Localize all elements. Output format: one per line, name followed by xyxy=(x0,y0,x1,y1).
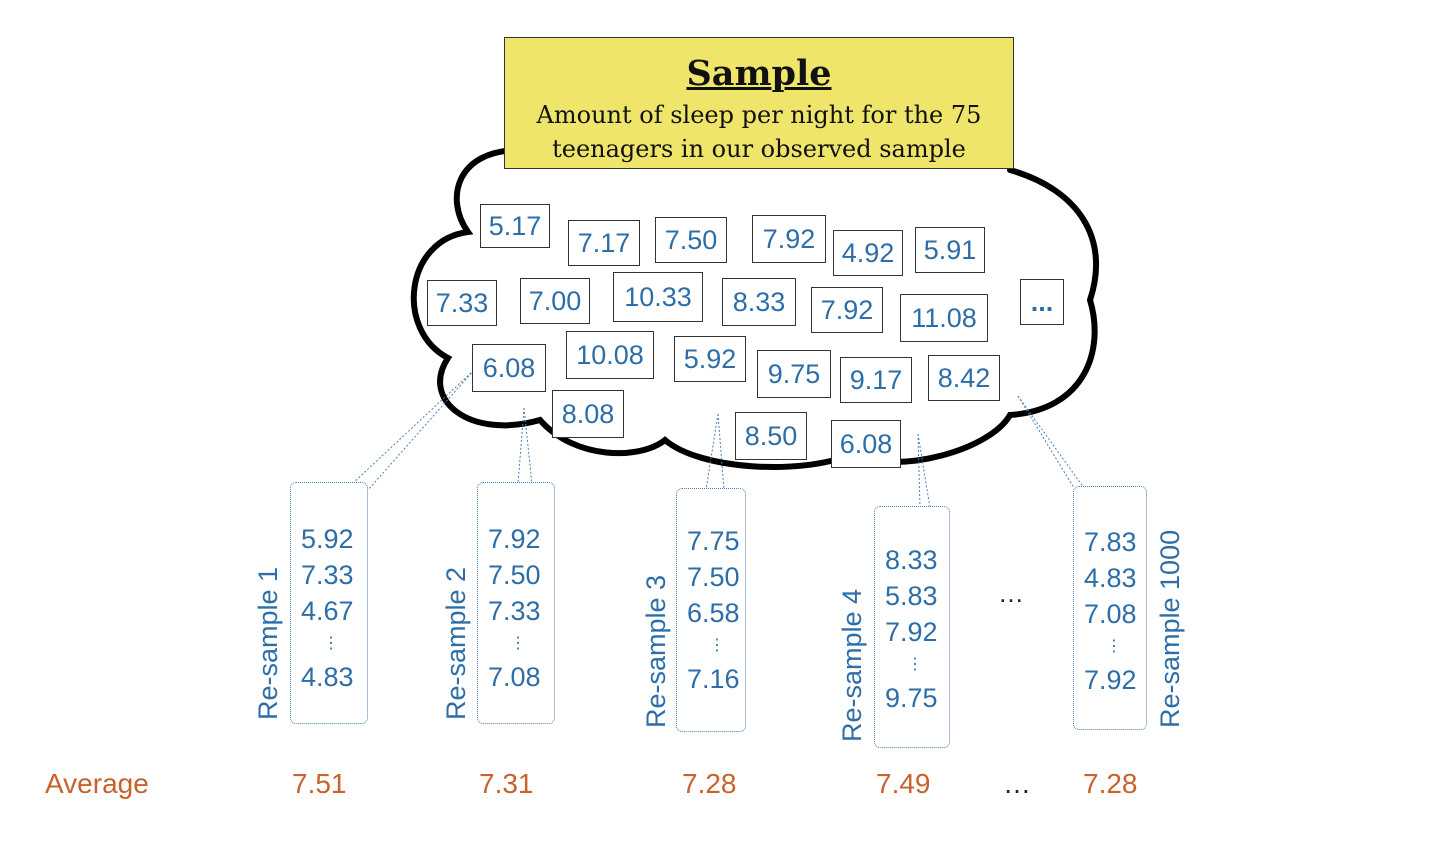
sample-value-box: 9.75 xyxy=(757,350,831,398)
resample-1-label: Re-sample 1 xyxy=(253,566,283,720)
resample-ellipsis: … xyxy=(998,578,1024,608)
sample-value-box: 4.92 xyxy=(833,230,903,276)
resample-value: 8.33 xyxy=(885,545,938,575)
callout-connectors xyxy=(351,369,1085,509)
sample-value-box: 7.92 xyxy=(752,215,826,263)
sample-value-box: 6.08 xyxy=(472,344,546,392)
sample-title: Sample xyxy=(686,53,832,94)
resample-1000-label: Re-sample 1000 xyxy=(1155,529,1185,728)
average-label: Average xyxy=(45,768,149,799)
sample-title-box: Sample Amount of sleep per night for the… xyxy=(504,37,1014,169)
sample-more-box: ... xyxy=(1020,279,1064,325)
resample-value: 7.16 xyxy=(687,664,740,694)
resample-1-average: 7.51 xyxy=(292,768,347,799)
sample-value-box: 7.33 xyxy=(427,280,497,326)
resample-value: 4.83 xyxy=(301,662,354,692)
sample-subtitle: Amount of sleep per night for the 75 tee… xyxy=(536,101,982,163)
sample-value-box: 5.92 xyxy=(674,336,746,382)
vertical-ellipsis: ⋮ xyxy=(1106,638,1122,655)
vertical-ellipsis: ⋮ xyxy=(323,635,339,652)
resample-value: 7.83 xyxy=(1084,527,1137,557)
vertical-ellipsis: ⋮ xyxy=(510,635,526,652)
resample-3-label: Re-sample 3 xyxy=(641,574,671,728)
sample-value-box: 5.17 xyxy=(480,204,550,248)
sample-value-box: 10.33 xyxy=(613,272,703,322)
sample-value-box: 8.33 xyxy=(722,278,796,326)
sample-value-box: 7.17 xyxy=(568,220,640,266)
resample-2-box: 7.92 7.50 7.33 ⋮ 7.08 xyxy=(477,482,555,724)
vertical-ellipsis: ⋮ xyxy=(709,637,725,654)
resample-value: 7.08 xyxy=(488,662,541,692)
resample-1000-box: 7.83 4.83 7.08 ⋮ 7.92 xyxy=(1073,486,1147,730)
resample-value: 7.33 xyxy=(488,596,541,626)
resample-4-average: 7.49 xyxy=(876,768,931,799)
resample-1-box: 5.92 7.33 4.67 ⋮ 4.83 xyxy=(290,482,368,724)
resample-3-average: 7.28 xyxy=(682,768,737,799)
resample-1000-average: 7.28 xyxy=(1083,768,1138,799)
resample-value: 7.92 xyxy=(1084,665,1137,695)
resample-value: 7.50 xyxy=(488,560,541,590)
sample-value-box: 5.91 xyxy=(915,227,985,273)
resample-value: 9.75 xyxy=(885,683,938,713)
sample-value-box: 6.08 xyxy=(831,420,901,468)
resample-value: 7.33 xyxy=(301,560,354,590)
resample-value: 7.92 xyxy=(885,617,938,647)
resample-value: 4.67 xyxy=(301,596,354,626)
vertical-ellipsis: ⋮ xyxy=(907,656,923,673)
sample-value-box: 9.17 xyxy=(840,357,912,403)
sample-value-box: 10.08 xyxy=(566,331,654,379)
sample-value-box: 7.92 xyxy=(811,287,883,333)
resample-value: 7.50 xyxy=(687,562,740,592)
average-ellipsis: … xyxy=(1003,768,1031,799)
resample-4-label: Re-sample 4 xyxy=(837,588,867,742)
resample-2-average: 7.31 xyxy=(479,768,534,799)
resample-value: 5.92 xyxy=(301,524,354,554)
resample-4-box: 8.33 5.83 7.92 ⋮ 9.75 xyxy=(874,506,950,748)
sample-cloud-outline xyxy=(410,147,1100,470)
resample-2-label: Re-sample 2 xyxy=(441,566,471,720)
sample-value-box: 11.08 xyxy=(900,294,988,342)
sample-value-box: 8.08 xyxy=(552,390,624,438)
resample-value: 4.83 xyxy=(1084,563,1137,593)
resample-3-box: 7.75 7.50 6.58 ⋮ 7.16 xyxy=(676,488,746,732)
sample-value-box: 8.50 xyxy=(735,412,807,460)
sample-value-box: 7.50 xyxy=(655,217,727,263)
sample-value-box: 8.42 xyxy=(928,355,1000,401)
resample-value: 7.08 xyxy=(1084,599,1137,629)
resample-value: 6.58 xyxy=(687,598,740,628)
resample-value: 7.75 xyxy=(687,526,740,556)
resample-value: 5.83 xyxy=(885,581,938,611)
sample-value-box: 7.00 xyxy=(520,278,590,324)
resample-value: 7.92 xyxy=(488,524,541,554)
